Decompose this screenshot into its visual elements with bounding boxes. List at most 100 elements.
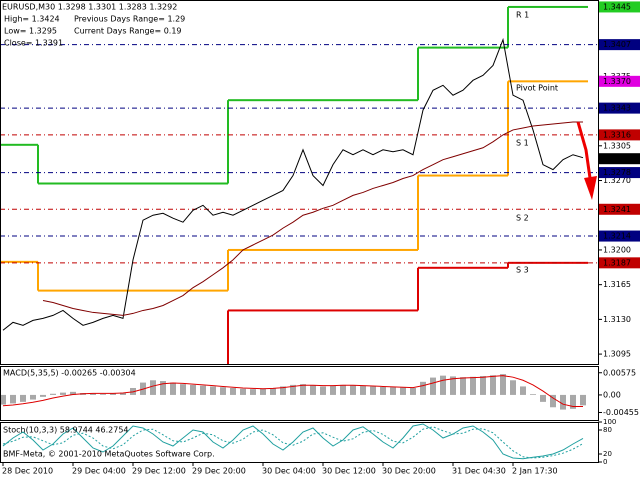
histogram-bar [480, 376, 486, 395]
histogram-bar [340, 384, 346, 395]
level-box [599, 167, 640, 179]
arrow-head [584, 176, 597, 200]
level-box [599, 203, 640, 215]
pivot-label: S 1 [516, 139, 529, 148]
histogram-bar [460, 377, 466, 395]
level-box [599, 129, 640, 141]
level-box [599, 257, 640, 269]
signal-line [2, 375, 583, 407]
level-label: 1.3370 [603, 77, 631, 86]
histogram-bar [450, 376, 456, 395]
histogram-bar [360, 385, 366, 395]
histogram-bar [160, 381, 166, 395]
histogram-bar [50, 393, 56, 395]
histogram-bar [200, 385, 206, 395]
histogram-bar [270, 387, 276, 395]
level-label: 1.3278 [603, 168, 631, 177]
y-tick-label: 1.3095 [603, 350, 631, 359]
series-line [42, 121, 583, 316]
x-tick-label: 30 Dec 20:00 [382, 467, 436, 476]
histogram-bar [580, 394, 586, 406]
series-line [2, 37, 584, 331]
pivot-label: R 1 [516, 11, 529, 20]
histogram-bar [410, 387, 416, 395]
pivot-label: S 3 [516, 266, 529, 275]
y-tick-label: 100 [603, 418, 616, 426]
y-tick-label: 1.3270 [603, 176, 631, 185]
histogram-bar [180, 384, 186, 395]
histogram-bar [370, 386, 376, 395]
histogram-bar [110, 393, 116, 395]
level-box [599, 230, 640, 242]
x-tick-label: 31 Dec 04:30 [452, 467, 506, 476]
info-close: Close= 1.3391 [4, 39, 63, 48]
y-tick-label: 1.3130 [603, 315, 631, 324]
macd-title: MACD(5,35,5) -0.00265 -0.00304 [3, 369, 136, 378]
histogram-bar [430, 377, 436, 395]
info-low: Low= 1.3295 [4, 27, 57, 36]
histogram-bar [570, 394, 576, 409]
histogram-bar [230, 387, 236, 395]
histogram-bar [300, 384, 306, 395]
histogram-bar [20, 394, 26, 402]
level-label: 1.3407 [603, 40, 631, 49]
y-tick-label: 0.00575 [603, 368, 636, 377]
histogram-bar [290, 384, 296, 395]
y-tick-label: 1.3305 [603, 141, 631, 150]
histogram-bar [250, 389, 256, 395]
histogram-bar [30, 394, 36, 400]
stoch-frame [0, 422, 599, 463]
histogram-bar [530, 394, 536, 395]
arrow-shaft [576, 121, 592, 179]
histogram-bar [520, 386, 526, 395]
histogram-bar [320, 386, 326, 395]
histogram-bar [400, 387, 406, 395]
histogram-bar [90, 393, 96, 395]
x-tick-label: 30 Dec 12:00 [322, 467, 376, 476]
level-box [599, 39, 640, 51]
histogram-bar [380, 386, 386, 395]
info-high: High= 1.3424 [4, 15, 60, 24]
info-prev-range: Previous Days Range= 1.29 [74, 15, 185, 24]
level-label: 1.3214 [603, 232, 631, 241]
histogram-bar [190, 384, 196, 395]
histogram-bar [170, 382, 176, 395]
histogram-bar [40, 394, 46, 397]
level-label: 1.3292 [603, 154, 631, 163]
y-tick-label: 0.00 [603, 390, 621, 399]
x-tick-label: 29 Dec 04:00 [72, 467, 126, 476]
histogram-bar [0, 394, 6, 405]
x-tick-label: 29 Dec 20:00 [192, 467, 246, 476]
histogram-bar [210, 386, 216, 395]
histogram-bar [440, 375, 446, 395]
info-cur-range: Current Days Range= 0.19 [74, 27, 182, 36]
histogram-bar [420, 381, 426, 395]
main-frame [0, 0, 599, 365]
histogram-bar [310, 385, 316, 395]
pivot-label: Pivot Point [516, 84, 558, 93]
histogram-bar [70, 391, 76, 395]
histogram-bar [330, 385, 336, 395]
y-tick-label: 1.3200 [603, 245, 631, 254]
level-box [599, 102, 640, 114]
footer: BMF-Meta, © 2001-2010 MetaQuotes Softwar… [3, 450, 215, 459]
y-tick-label: 80 [603, 426, 612, 434]
level-box [599, 1, 640, 13]
histogram-bar [280, 386, 286, 395]
histogram-bar [510, 380, 516, 395]
level-label: 1.3187 [603, 258, 631, 267]
histogram-bar [350, 385, 356, 395]
histogram-bar [500, 374, 506, 395]
histogram-bar [390, 387, 396, 395]
histogram-bar [120, 392, 126, 395]
x-tick-label: 28 Dec 2010 [2, 467, 53, 476]
y-tick-label: 1.3165 [603, 280, 631, 289]
histogram-bar [260, 388, 266, 395]
stoch-title: Stoch(10,3,3) 58.9744 46.2754 [3, 426, 129, 435]
x-tick-label: 30 Dec 04:00 [262, 467, 316, 476]
level-box [599, 75, 640, 87]
level-label: 1.3343 [603, 104, 631, 113]
histogram-bar [560, 394, 566, 410]
